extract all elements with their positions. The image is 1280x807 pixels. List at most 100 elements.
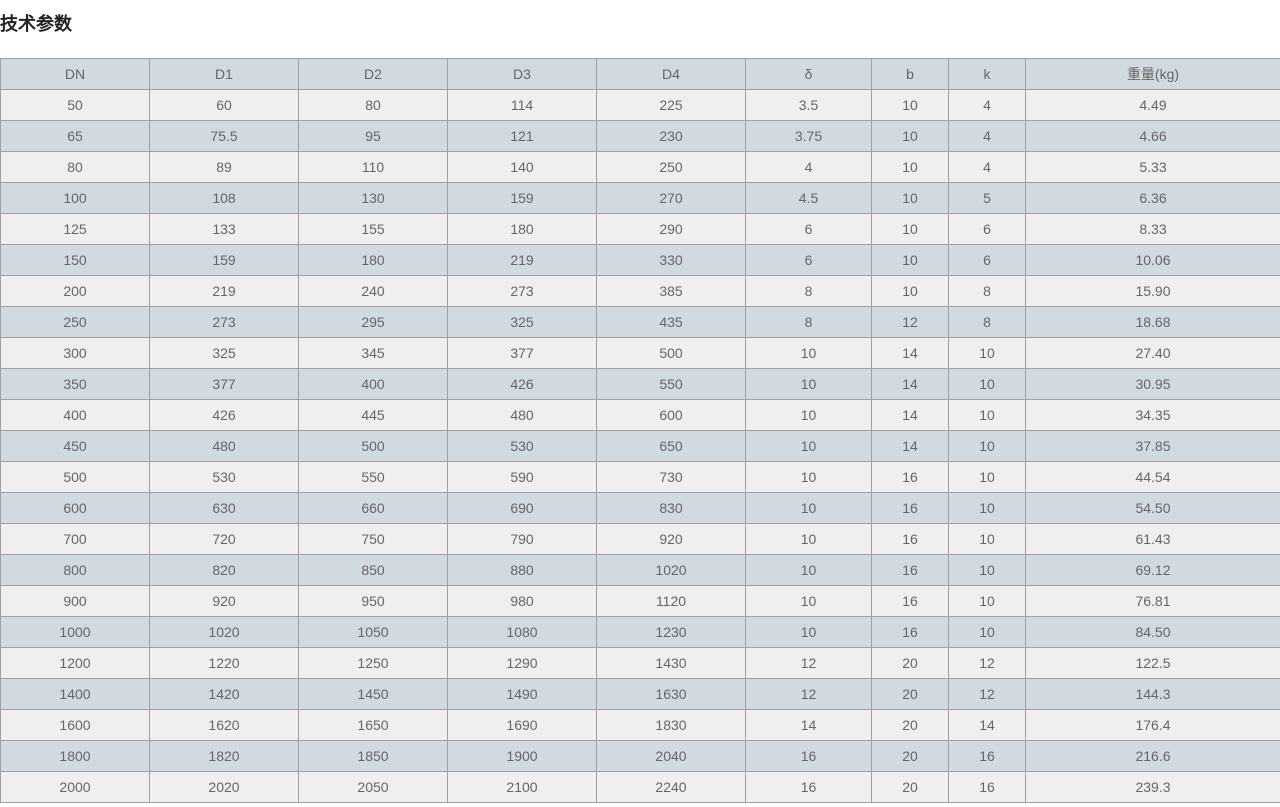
column-header: D4	[596, 58, 746, 90]
table-cell: 16	[871, 616, 949, 648]
table-cell: 820	[149, 554, 299, 586]
table-cell: 65	[0, 120, 150, 152]
table-cell: 10	[871, 244, 949, 276]
table-cell: 700	[0, 523, 150, 555]
table-cell: 1650	[298, 709, 448, 741]
table-cell: 89	[149, 151, 299, 183]
table-cell: 16	[871, 523, 949, 555]
table-cell: 76.81	[1025, 585, 1280, 617]
table-cell: 980	[447, 585, 597, 617]
table-cell: 10	[948, 492, 1026, 524]
table-cell: 12	[871, 306, 949, 338]
table-cell: 95	[298, 120, 448, 152]
table-cell: 1850	[298, 740, 448, 772]
table-cell: 14	[871, 368, 949, 400]
table-row: 900 920 950 980 1120 10 16 10 76.81	[0, 585, 1280, 617]
table-cell: 300	[0, 337, 150, 369]
table-cell: 1830	[596, 709, 746, 741]
column-header: 重量(kg)	[1025, 58, 1280, 90]
table-cell: 200	[0, 275, 150, 307]
table-cell: 3.5	[745, 89, 872, 121]
table-cell: 130	[298, 182, 448, 214]
table-cell: 44.54	[1025, 461, 1280, 493]
table-cell: 122.5	[1025, 647, 1280, 679]
section-title: 技术参数	[0, 14, 72, 34]
table-cell: 720	[149, 523, 299, 555]
table-row: 50 60 80 114 225 3.5 10 4 4.49	[0, 89, 1280, 121]
table-cell: 6.36	[1025, 182, 1280, 214]
table-cell: 14	[871, 337, 949, 369]
table-cell: 600	[596, 399, 746, 431]
table-cell: 950	[298, 585, 448, 617]
table-cell: 630	[149, 492, 299, 524]
table-cell: 435	[596, 306, 746, 338]
table-cell: 54.50	[1025, 492, 1280, 524]
table-cell: 500	[298, 430, 448, 462]
table-cell: 500	[596, 337, 746, 369]
table-row: 65 75.5 95 121 230 3.75 10 4 4.66	[0, 120, 1280, 152]
table-cell: 750	[298, 523, 448, 555]
table-cell: 2040	[596, 740, 746, 772]
table-cell: 10	[745, 492, 872, 524]
table-cell: 4.49	[1025, 89, 1280, 121]
table-cell: 830	[596, 492, 746, 524]
table-cell: 10	[745, 616, 872, 648]
table-cell: 4	[948, 120, 1026, 152]
table-cell: 16	[871, 585, 949, 617]
table-cell: 10	[948, 337, 1026, 369]
table-cell: 385	[596, 275, 746, 307]
table-cell: 550	[596, 368, 746, 400]
table-cell: 1220	[149, 647, 299, 679]
table-cell: 16	[948, 740, 1026, 772]
table-cell: 8	[948, 275, 1026, 307]
table-cell: 144.3	[1025, 678, 1280, 710]
table-cell: 108	[149, 182, 299, 214]
table-cell: 75.5	[149, 120, 299, 152]
table-row: 1400 1420 1450 1490 1630 12 20 12 144.3	[0, 678, 1280, 710]
table-cell: 10.06	[1025, 244, 1280, 276]
table-cell: 377	[447, 337, 597, 369]
table-cell: 10	[948, 523, 1026, 555]
table-cell: 426	[447, 368, 597, 400]
table-cell: 10	[871, 151, 949, 183]
table-cell: 1020	[596, 554, 746, 586]
table-row: 1200 1220 1250 1290 1430 12 20 12 122.5	[0, 647, 1280, 679]
table-cell: 10	[871, 89, 949, 121]
table-cell: 500	[0, 461, 150, 493]
table-cell: 730	[596, 461, 746, 493]
spec-table: DN D1 D2 D3 D4 δ b k 重量(kg) 50 60 80 114 225 3.5 10 4 4.…	[0, 58, 1280, 803]
table-cell: 140	[447, 151, 597, 183]
table-cell: 1490	[447, 678, 597, 710]
table-cell: 3.75	[745, 120, 872, 152]
table-cell: 216.6	[1025, 740, 1280, 772]
table-cell: 12	[948, 647, 1026, 679]
table-cell: 550	[298, 461, 448, 493]
table-cell: 239.3	[1025, 771, 1280, 803]
table-cell: 480	[447, 399, 597, 431]
table-cell: 1820	[149, 740, 299, 772]
column-header: D1	[149, 58, 299, 90]
table-cell: 1620	[149, 709, 299, 741]
table-cell: 10	[948, 554, 1026, 586]
table-cell: 10	[948, 616, 1026, 648]
table-cell: 12	[745, 678, 872, 710]
table-row: 1000 1020 1050 1080 1230 10 16 10 84.50	[0, 616, 1280, 648]
table-cell: 180	[298, 244, 448, 276]
table-cell: 180	[447, 213, 597, 245]
table-cell: 60	[149, 89, 299, 121]
table-cell: 1290	[447, 647, 597, 679]
table-cell: 10	[745, 461, 872, 493]
table-cell: 110	[298, 151, 448, 183]
table-row: 300 325 345 377 500 10 14 10 27.40	[0, 337, 1280, 369]
table-cell: 1200	[0, 647, 150, 679]
table-cell: 270	[596, 182, 746, 214]
table-row: 100 108 130 159 270 4.5 10 5 6.36	[0, 182, 1280, 214]
table-cell: 10	[948, 368, 1026, 400]
table-cell: 16	[871, 461, 949, 493]
table-cell: 1080	[447, 616, 597, 648]
table-row: 1600 1620 1650 1690 1830 14 20 14 176.4	[0, 709, 1280, 741]
table-cell: 6	[948, 213, 1026, 245]
table-cell: 8	[948, 306, 1026, 338]
table-row: 700 720 750 790 920 10 16 10 61.43	[0, 523, 1280, 555]
table-cell: 530	[447, 430, 597, 462]
